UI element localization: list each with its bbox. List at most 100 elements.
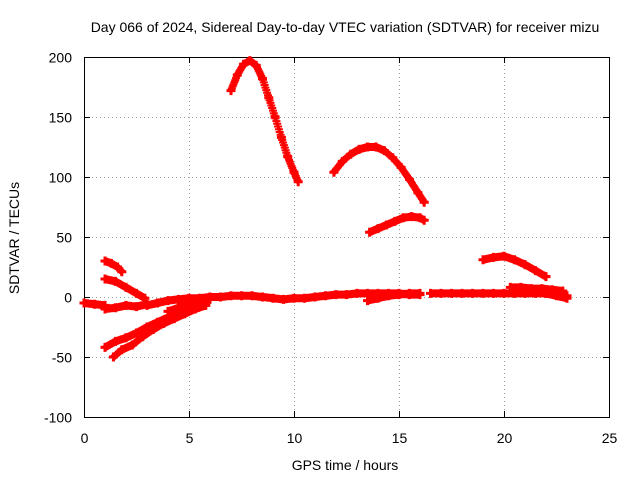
data-point bbox=[396, 162, 406, 172]
data-point bbox=[531, 266, 540, 276]
x-tick-label: 15 bbox=[392, 430, 408, 446]
data-point bbox=[279, 294, 288, 304]
data-point bbox=[373, 293, 383, 303]
data-trail bbox=[329, 143, 428, 206]
data-point bbox=[499, 251, 509, 261]
data-point bbox=[239, 59, 249, 69]
data-point bbox=[100, 274, 110, 284]
data-point bbox=[371, 142, 381, 152]
data-point bbox=[117, 345, 127, 355]
y-tick-label: 50 bbox=[56, 230, 72, 246]
data-point bbox=[195, 297, 204, 307]
data-point bbox=[237, 291, 246, 301]
data-point bbox=[390, 216, 400, 226]
data-point bbox=[478, 288, 488, 298]
data-point bbox=[478, 255, 488, 265]
data-point bbox=[289, 293, 299, 303]
data-point bbox=[541, 288, 551, 298]
y-tick-label: -100 bbox=[44, 410, 72, 426]
x-tick-label: 5 bbox=[186, 430, 194, 446]
data-series bbox=[365, 212, 429, 237]
data-point bbox=[270, 112, 280, 122]
data-series bbox=[163, 294, 215, 316]
data-point bbox=[111, 303, 120, 313]
data-point bbox=[245, 56, 255, 66]
data-point bbox=[337, 156, 347, 166]
data-point bbox=[121, 282, 131, 292]
data-point bbox=[142, 300, 152, 310]
data-series bbox=[226, 56, 303, 187]
data-point bbox=[346, 149, 356, 159]
data-point bbox=[331, 290, 341, 300]
data-point bbox=[329, 167, 339, 177]
data-point bbox=[100, 342, 110, 352]
y-tick-label: -50 bbox=[52, 350, 72, 366]
data-point bbox=[153, 298, 162, 308]
data-point bbox=[381, 220, 391, 230]
data-point bbox=[226, 291, 236, 301]
data-point bbox=[163, 306, 173, 316]
data-point bbox=[132, 328, 141, 338]
data-point bbox=[388, 153, 398, 163]
data-point bbox=[251, 60, 261, 70]
y-tick-label: 200 bbox=[49, 50, 73, 66]
data-series bbox=[329, 142, 429, 207]
data-point bbox=[106, 258, 116, 268]
data-point bbox=[363, 296, 372, 306]
data-point bbox=[384, 291, 393, 301]
data-point bbox=[426, 288, 435, 298]
data-point bbox=[352, 288, 362, 298]
data-point bbox=[468, 288, 477, 298]
data-point bbox=[247, 291, 257, 301]
data-series bbox=[478, 251, 551, 282]
data-point bbox=[138, 332, 148, 342]
y-tick-label: 100 bbox=[49, 170, 73, 186]
data-point bbox=[489, 252, 498, 262]
data-point bbox=[300, 293, 309, 303]
data-point bbox=[159, 318, 169, 328]
data-point bbox=[289, 167, 299, 177]
data-point bbox=[510, 255, 519, 265]
data-series bbox=[100, 256, 127, 277]
data-point bbox=[205, 294, 215, 304]
data-point bbox=[216, 292, 225, 302]
data-point bbox=[354, 144, 364, 154]
data-point bbox=[405, 174, 414, 184]
data-point bbox=[268, 293, 278, 303]
data-point bbox=[499, 288, 509, 298]
data-point bbox=[117, 267, 127, 277]
data-point bbox=[264, 93, 274, 103]
data-point bbox=[510, 286, 519, 296]
data-point bbox=[283, 152, 293, 162]
data-point bbox=[415, 288, 425, 298]
data-point bbox=[174, 294, 183, 304]
data-point bbox=[552, 291, 561, 301]
data-point bbox=[363, 142, 372, 152]
data-point bbox=[342, 290, 351, 300]
data-point bbox=[520, 286, 530, 296]
chart-title: Day 066 of 2024, Sidereal Day-to-day VTE… bbox=[91, 19, 600, 35]
data-point bbox=[100, 256, 110, 266]
data-point bbox=[121, 333, 131, 343]
axis-ticks: 0 5 10 15 20 25 -100 -50 0 50 100 150 200 bbox=[44, 50, 618, 447]
y-axis-label: SDTVAR / TECUs bbox=[6, 182, 22, 294]
data-series bbox=[363, 288, 425, 306]
data-point bbox=[276, 132, 286, 142]
x-tick-label: 10 bbox=[287, 430, 303, 446]
data-points bbox=[79, 56, 572, 362]
data-point bbox=[457, 288, 467, 298]
data-point bbox=[226, 86, 236, 96]
x-axis-label: GPS time / hours bbox=[292, 457, 399, 473]
data-point bbox=[90, 299, 99, 309]
data-point bbox=[520, 260, 530, 270]
data-point bbox=[310, 292, 320, 302]
data-point bbox=[111, 336, 120, 346]
data-point bbox=[180, 309, 190, 319]
data-point bbox=[132, 302, 141, 312]
data-point bbox=[127, 340, 137, 350]
data-point bbox=[447, 288, 456, 298]
data-point bbox=[405, 288, 414, 298]
data-point bbox=[79, 298, 89, 308]
data-point bbox=[562, 293, 572, 303]
